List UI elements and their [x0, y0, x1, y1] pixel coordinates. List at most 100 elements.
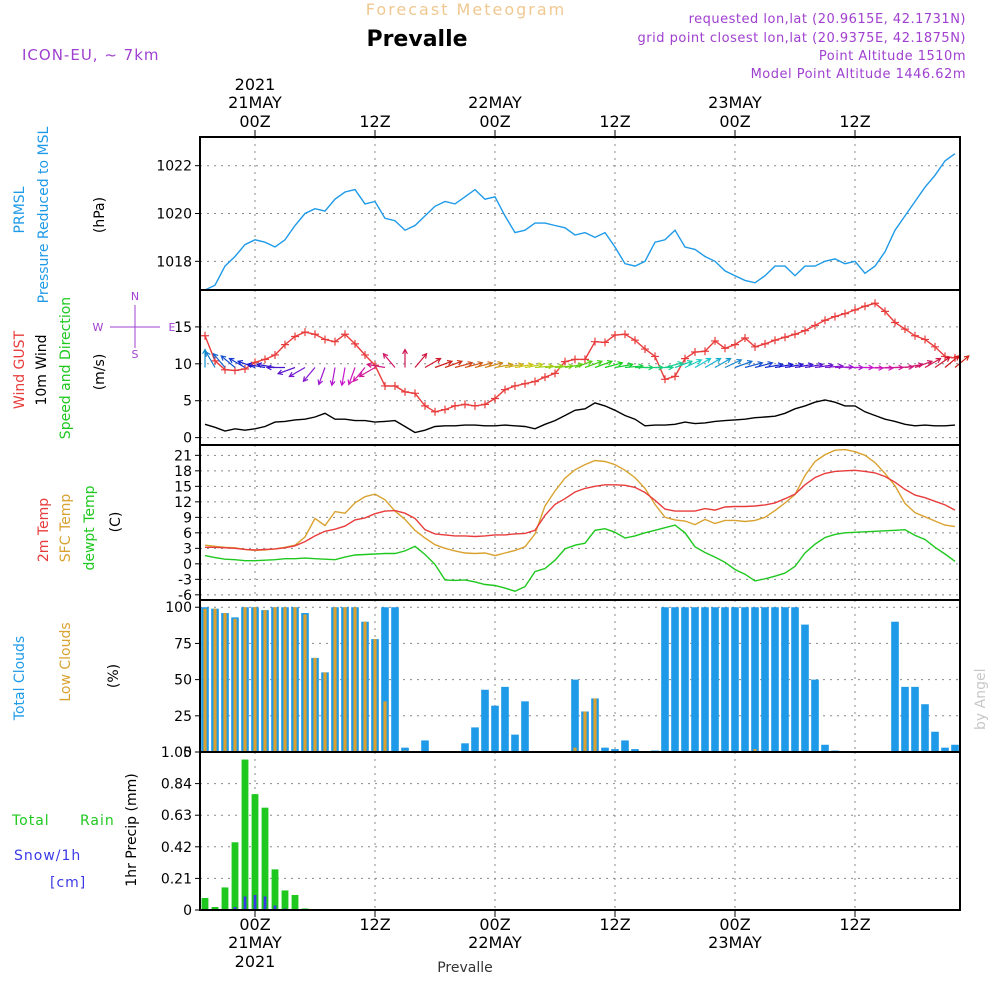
low-clouds-bar [293, 607, 297, 752]
wind-direction-arrow [944, 355, 960, 368]
ytick-label-temperature: 15 [174, 479, 192, 495]
wind-gust-marker [481, 400, 489, 409]
location-title: Prevalle [366, 27, 467, 52]
precip-side-label-cm: [cm] [50, 875, 86, 891]
wind-direction-arrow [674, 359, 694, 369]
low-clouds-bar [243, 607, 247, 752]
wind-gust-marker [691, 348, 699, 356]
xtick-label-bottom: 12Z [839, 915, 870, 934]
wind-gust-marker [801, 326, 809, 335]
wind-direction-arrow [934, 356, 951, 368]
wind-gust-marker [741, 333, 749, 342]
wind-direction-arrow [464, 361, 484, 369]
low-clouds-bar [343, 607, 347, 752]
rain-bar [291, 894, 299, 910]
point-altitude: Point Altitude 1510m [819, 49, 966, 64]
ytick-label-precip: 0.42 [161, 840, 192, 856]
wind-gust-marker [511, 381, 519, 390]
total-clouds-bar [781, 607, 789, 752]
total-clouds-bar [711, 607, 719, 752]
wind-direction-arrow [352, 367, 366, 383]
low-clouds-bar [593, 698, 597, 752]
credit-watermark: by Angel [973, 669, 989, 730]
wind-gust-marker [701, 347, 709, 356]
wind-gust-marker [881, 307, 889, 316]
rain-bar [221, 887, 229, 910]
ytick-label-temperature: 0 [183, 557, 192, 573]
wind-direction-arrow [584, 359, 604, 369]
total-clouds-bar [941, 747, 949, 752]
wind-direction-arrow [246, 362, 266, 369]
low-clouds-bar [333, 607, 337, 752]
xtick-label-bottom: 12Z [599, 915, 630, 934]
wind-direction-arrow [594, 359, 614, 369]
low-clouds-bar [303, 614, 307, 752]
wind-direction-arrow [424, 357, 442, 369]
wind-direction-arrow [454, 361, 474, 369]
temp-side-label-2m: 2m Temp [36, 498, 52, 562]
total-clouds-bar [671, 607, 679, 752]
wind-direction-arrow [228, 357, 246, 369]
wind-gust-marker [611, 331, 619, 340]
wind-gust-marker [791, 330, 799, 339]
total-clouds-bar [811, 679, 819, 752]
low-clouds-bar [263, 610, 267, 752]
compass-east: E [169, 321, 176, 334]
dewpt-temp-line [204, 524, 956, 592]
footer-location: Prevalle [437, 960, 493, 976]
wind-gust-marker [601, 338, 609, 347]
wind-direction-arrow [474, 361, 494, 369]
precip-side-label-rain: Rain [80, 813, 115, 829]
wind-compass: N E S W [93, 290, 176, 361]
wind-gust-marker [301, 328, 309, 337]
total-clouds-bar [621, 740, 629, 752]
low-clouds-bar [203, 608, 207, 752]
wind-direction-arrow [914, 359, 934, 369]
wind-direction-arrow [347, 367, 356, 386]
total-clouds-bar [911, 686, 919, 752]
rain-bar [231, 842, 239, 910]
ytick-label-wind: 10 [174, 357, 192, 373]
wind-gust-marker [731, 340, 739, 349]
total-clouds-bar [491, 705, 499, 752]
precip-ylabel: 1hr Precip (mm) [124, 773, 140, 886]
total-clouds-bar [601, 747, 609, 752]
rain-bar [201, 897, 209, 910]
wind-gust-marker [941, 352, 949, 361]
rain-bar [241, 759, 249, 910]
wind-gust-marker [751, 342, 759, 351]
low-clouds-bar [383, 701, 387, 752]
wind-gust-marker [661, 375, 669, 384]
total-clouds-bar [821, 744, 829, 752]
wind-gust-marker [341, 330, 349, 339]
wind-direction-arrow [402, 348, 408, 368]
total-clouds-bar [381, 607, 389, 752]
snow-bar [273, 905, 277, 910]
total-clouds-bar [751, 607, 759, 752]
low-clouds-bar [273, 607, 277, 752]
wind-direction-arrow [276, 366, 296, 376]
wind-gust-marker [421, 401, 429, 410]
clouds-ylabel: (%) [106, 664, 122, 688]
rain-bar [271, 869, 279, 910]
xtick-label-top: 12Z [359, 112, 390, 131]
total-clouds-bar [401, 747, 409, 752]
wind-direction-arrow [724, 358, 743, 369]
temp-side-label-sfc: SFC Temp [58, 494, 74, 563]
wind-gust-marker [921, 335, 929, 344]
ytick-label-clouds: 25 [174, 709, 192, 725]
wind-gust-marker [771, 336, 779, 345]
xtick-label-bottom: 00Z [719, 915, 750, 934]
total-clouds-bar [951, 744, 959, 752]
rain-bar [251, 794, 259, 910]
ytick-label-precip: 0.21 [161, 871, 192, 887]
wind-direction-arrow [414, 352, 428, 368]
wind-gust-marker [861, 302, 869, 311]
low-clouds-bar [753, 749, 757, 752]
wind-gust-marker [351, 339, 359, 348]
wind-gust-marker [431, 407, 439, 416]
ytick-label-pressure: 1022 [156, 159, 192, 175]
xtick-label-bottom: 00Z [479, 915, 510, 934]
wind-direction-arrow [434, 359, 454, 369]
